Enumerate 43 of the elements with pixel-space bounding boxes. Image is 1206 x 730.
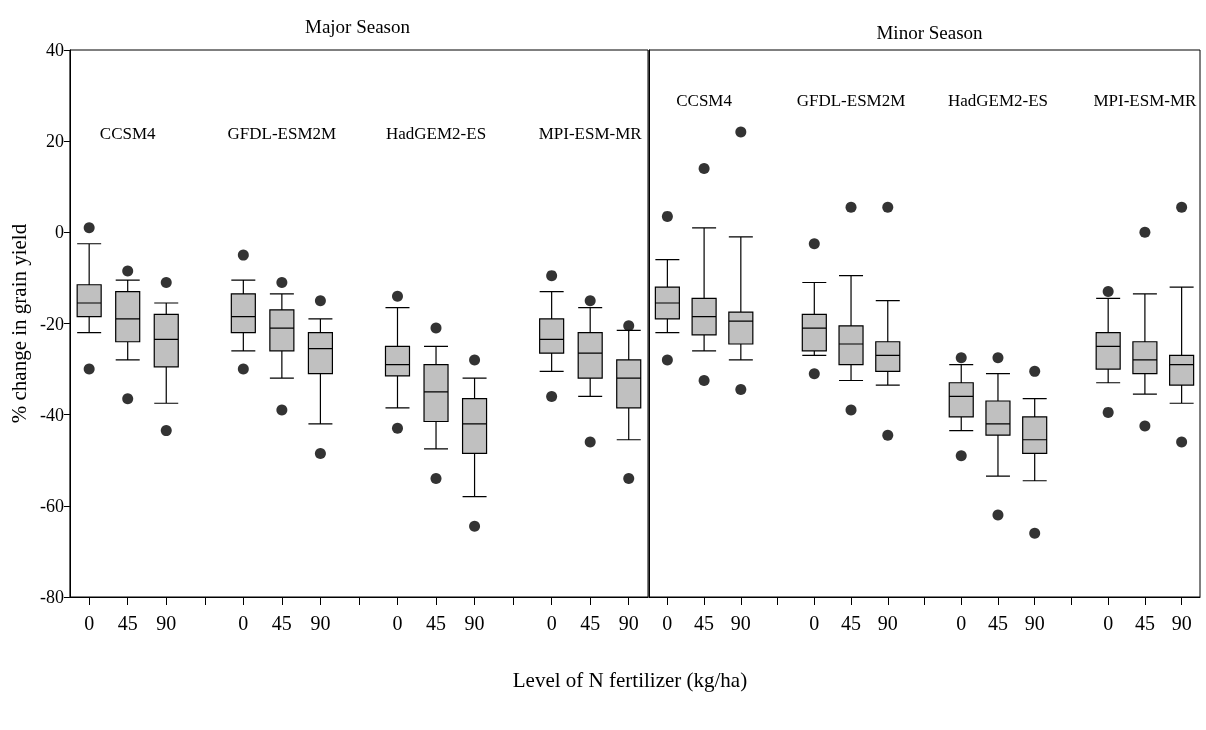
x-tick-label: 90 [1171, 612, 1192, 634]
annotation: MPI-ESM-MR [1093, 90, 1198, 110]
annotation: MPI-ESM-MR [538, 123, 643, 143]
y-tick-label: 20 [45, 131, 64, 152]
x-tick-label: 90 [156, 612, 177, 634]
x-tick-label: 0 [809, 612, 820, 634]
annotation: CCSM4 [99, 123, 157, 143]
y-tick-label: 40 [45, 40, 64, 60]
y-tick-label: -80 [39, 587, 64, 607]
x-tick-label: 45 [580, 612, 601, 634]
x-tick-label: 90 [1024, 612, 1045, 634]
y-tick-label: -60 [39, 495, 64, 516]
x-tick-label: 45 [987, 612, 1008, 634]
annotation: GFDL-ESM2M [796, 90, 906, 110]
annotation: HadGEM2-ES [947, 90, 1049, 110]
x-tick-label: 0 [662, 612, 673, 634]
y-tick-label: -40 [39, 404, 64, 425]
x-tick-label: 45 [1134, 612, 1155, 634]
y-axis-title: % change in grain yield [6, 223, 31, 424]
x-tick-label: 0 [238, 612, 249, 634]
x-tick-label: 0 [546, 612, 557, 634]
y-tick-label: -20 [39, 313, 64, 334]
x-tick-label: 45 [426, 612, 447, 634]
x-tick-label: 90 [310, 612, 331, 634]
x-tick-label: 90 [877, 612, 898, 634]
x-tick-label: 0 [956, 612, 967, 634]
x-tick-label: 90 [464, 612, 485, 634]
x-tick-label: 0 [392, 612, 403, 634]
annotation: GFDL-ESM2M [227, 123, 337, 143]
y-tick-label: 0 [54, 222, 64, 243]
annotation: HadGEM2-ES [385, 123, 487, 143]
x-axis-title: Level of N fertilizer (kg/ha) [511, 668, 749, 693]
x-tick-label: 0 [1103, 612, 1114, 634]
x-tick-label: 45 [841, 612, 862, 634]
annotation: CCSM4 [676, 90, 733, 110]
x-tick-label: 90 [730, 612, 751, 634]
chart-title: Major Season [304, 16, 411, 37]
x-tick-label: 45 [694, 612, 715, 634]
x-tick-label: 45 [271, 612, 292, 634]
x-tick-label: 90 [618, 612, 639, 634]
x-tick-label: 45 [117, 612, 138, 634]
chart-title: Minor Season [876, 22, 984, 43]
x-tick-label: 0 [84, 612, 95, 634]
